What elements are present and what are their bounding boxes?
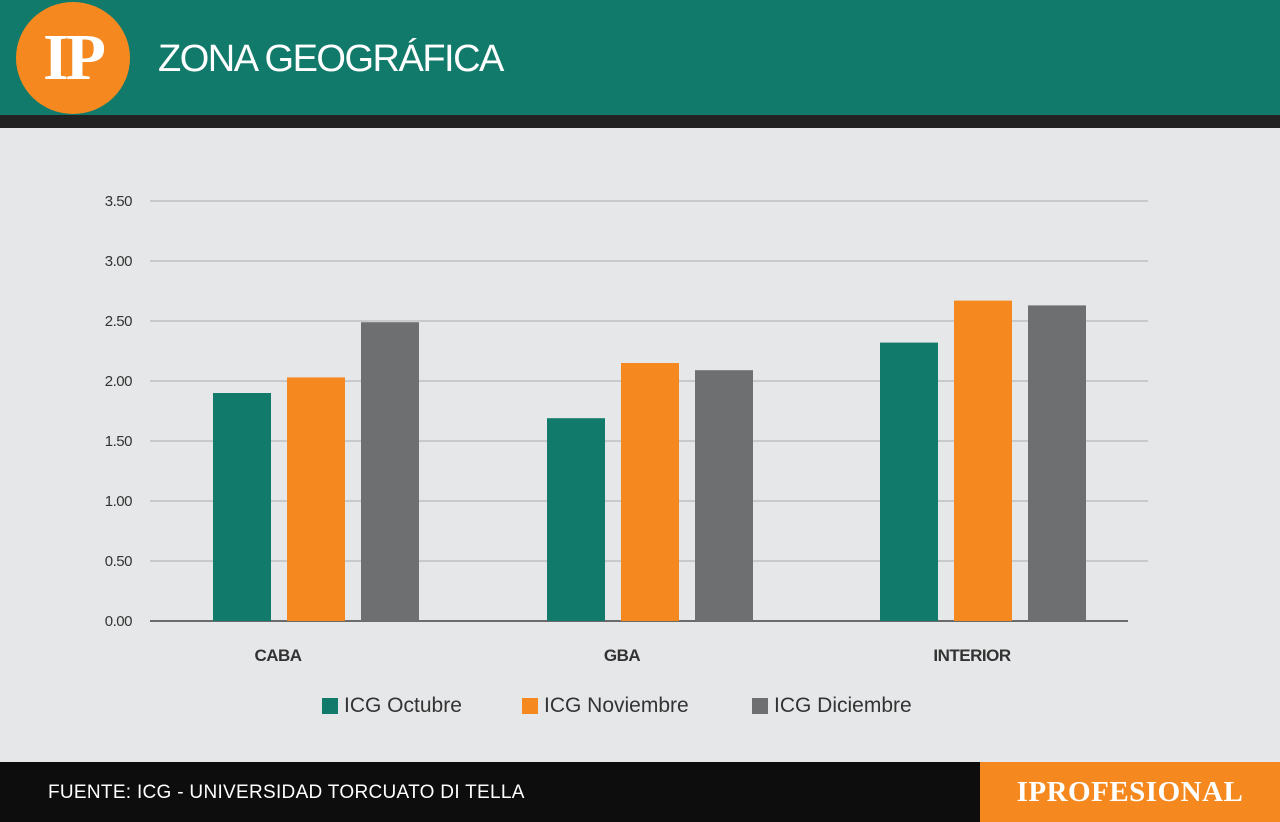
y-tick-label: 3.00 — [105, 253, 132, 270]
legend-label-diciembre: ICG Diciembre — [774, 694, 912, 717]
ip-logo: IP — [16, 2, 130, 114]
legend-item-octubre: ICG Octubre — [322, 692, 462, 720]
bar — [695, 370, 753, 621]
legend-item-diciembre: ICG Diciembre — [752, 692, 912, 720]
legend-swatch-diciembre — [752, 698, 768, 714]
x-tick-label: CABA — [254, 646, 301, 665]
bar — [213, 393, 271, 621]
bar — [880, 342, 938, 621]
y-tick-label: 2.50 — [105, 313, 132, 330]
legend-label-noviembre: ICG Noviembre — [544, 694, 689, 717]
y-tick-label: 3.50 — [105, 193, 132, 210]
legend-swatch-noviembre — [522, 698, 538, 714]
source-note: FUENTE: ICG - UNIVERSIDAD TORCUATO DI TE… — [48, 782, 525, 803]
y-tick-label: 2.00 — [105, 373, 132, 390]
bar — [547, 418, 605, 621]
bar-chart: 0.00 0.50 1.00 1.50 2.00 2.50 3.00 3.50 CABA GBA I… — [105, 193, 1148, 665]
bar — [621, 363, 679, 621]
legend-swatch-octubre — [322, 698, 338, 714]
footer: FUENTE: ICG - UNIVERSIDAD TORCUATO DI TE… — [0, 762, 1280, 822]
y-tick-label: 1.50 — [105, 433, 132, 450]
header: IP ZONA GEOGRÁFICA — [0, 0, 1280, 128]
legend-item-noviembre: ICG Noviembre — [522, 692, 689, 720]
bar — [954, 300, 1012, 621]
legend-label-octubre: ICG Octubre — [344, 694, 462, 717]
page-title: ZONA GEOGRÁFICA — [158, 38, 504, 80]
brand-logo: IPROFESIONAL — [980, 762, 1280, 822]
header-band — [0, 0, 1280, 115]
bar — [287, 377, 345, 621]
x-tick-label: INTERIOR — [933, 646, 1010, 665]
y-tick-label: 0.50 — [105, 553, 132, 570]
legend: ICG Octubre ICG Noviembre ICG Diciembre — [0, 692, 1280, 720]
y-tick-label: 0.00 — [105, 613, 132, 630]
y-tick-label: 1.00 — [105, 493, 132, 510]
bar — [1028, 305, 1086, 621]
bar — [361, 322, 419, 621]
x-tick-label: GBA — [604, 646, 641, 665]
